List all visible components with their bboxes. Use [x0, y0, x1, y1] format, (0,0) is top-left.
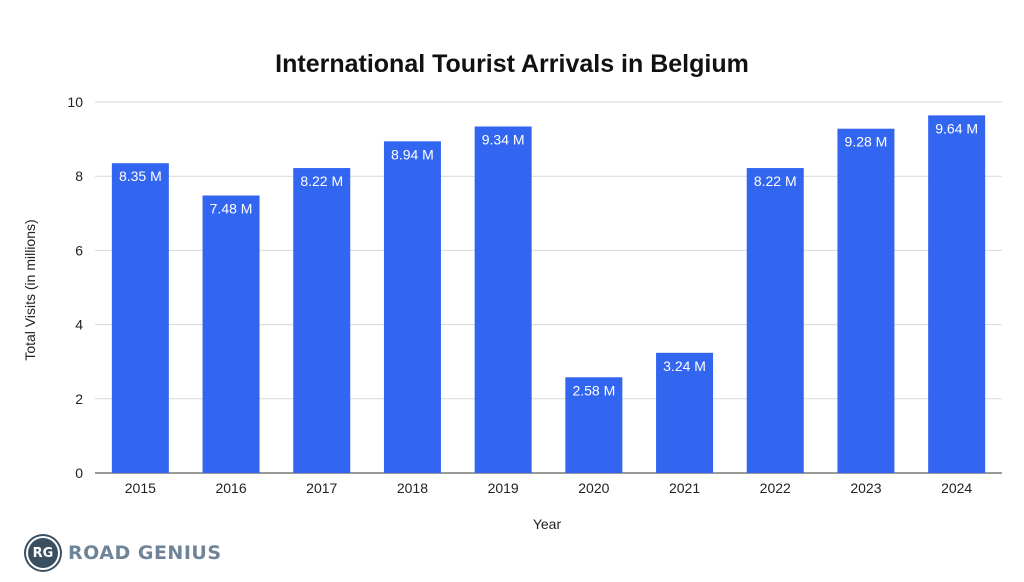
x-tick-label: 2015: [125, 480, 156, 496]
data-label-2023: 9.28 M: [845, 134, 888, 150]
data-label-2016: 7.48 M: [210, 200, 253, 216]
brand-badge-icon: RG: [26, 536, 60, 570]
data-label-2020: 2.58 M: [572, 382, 615, 398]
y-axis-label: Total Visits (in millions): [22, 219, 38, 360]
bar-2015: [111, 163, 169, 473]
y-tick-label: 2: [75, 391, 83, 407]
data-label-2017: 8.22 M: [300, 173, 343, 189]
brand-logo: RG ROAD GENIUS: [26, 536, 222, 570]
bar-2020: [565, 377, 623, 473]
x-axis-label: Year: [533, 516, 562, 532]
chart-title: International Tourist Arrivals in Belgiu…: [275, 50, 749, 78]
bar-2024: [928, 115, 986, 473]
bars: [111, 115, 986, 474]
x-tick-label: 2017: [306, 480, 337, 496]
y-tick-label: 4: [75, 317, 83, 333]
bar-2023: [837, 128, 895, 473]
x-tick-label: 2021: [669, 480, 700, 496]
y-tick-label: 8: [75, 168, 83, 184]
data-label-2024: 9.64 M: [935, 120, 978, 136]
x-tick-label: 2023: [850, 480, 881, 496]
x-tick-label: 2024: [941, 480, 972, 496]
y-tick-label: 6: [75, 242, 83, 258]
x-tick-label: 2019: [488, 480, 519, 496]
data-labels: 8.35 M 7.48 M 8.22 M 8.94 M 9.34 M 2.58 M 3.24…: [119, 120, 978, 398]
x-tick-label: 2020: [578, 480, 609, 496]
bar-2019: [474, 126, 532, 474]
x-tick-label: 2016: [215, 480, 246, 496]
data-label-2018: 8.94 M: [391, 146, 434, 162]
y-tick-label: 10: [67, 94, 83, 110]
data-label-2022: 8.22 M: [754, 173, 797, 189]
bar-2017: [293, 168, 351, 473]
x-tick-labels: 2015 2016 2017 2018 2019 2020 2021 2022 2023 2024: [125, 480, 973, 496]
y-tick-label: 0: [75, 465, 83, 481]
brand-name: ROAD GENIUS: [68, 542, 222, 564]
bar-2022: [746, 168, 804, 473]
bar-2018: [383, 141, 441, 474]
bar-2021: [656, 352, 714, 473]
data-label-2015: 8.35 M: [119, 168, 162, 184]
bar-2016: [202, 195, 260, 473]
y-tick-labels: 0 2 4 6 8 10: [67, 94, 83, 481]
data-label-2021: 3.24 M: [663, 358, 706, 374]
data-label-2019: 9.34 M: [482, 131, 525, 147]
x-tick-label: 2018: [397, 480, 428, 496]
x-tick-label: 2022: [760, 480, 791, 496]
